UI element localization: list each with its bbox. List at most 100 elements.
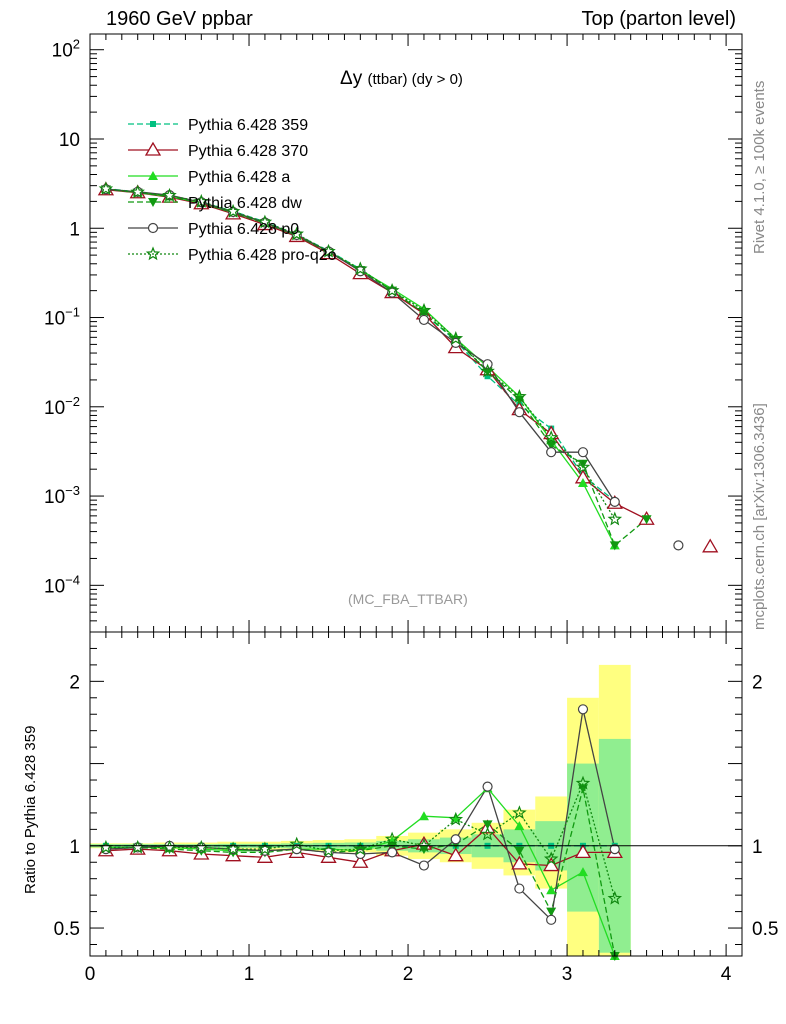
x-tick-label: 4 xyxy=(721,964,732,985)
y-tick-label: 10−4 xyxy=(44,572,80,597)
ratio-y-tick-label-right: 0.5 xyxy=(752,919,778,940)
data-point xyxy=(575,459,591,474)
data-point xyxy=(418,860,430,871)
data-point xyxy=(144,141,162,156)
data-point xyxy=(514,846,525,856)
series-3-main-line xyxy=(105,188,648,547)
data-point xyxy=(384,831,400,846)
legend-label: Pythia 6.428 370 xyxy=(188,143,308,160)
plot-title: Δy (ttbar) (dy > 0) xyxy=(340,68,463,90)
data-point xyxy=(416,838,432,853)
legend-label: Pythia 6.428 359 xyxy=(188,117,308,134)
process-label: Top (parton level) xyxy=(581,8,736,30)
data-point xyxy=(607,890,623,905)
axis-ticks: 0 1 2 3 4 10−4 10−3 10−2 10−1 1 10 102 0.5 0.5 1 1 2 2 xyxy=(44,34,778,985)
ratio-y-tick-label: 2 xyxy=(69,672,80,693)
legend: Pythia 6.428 359 Pythia 6.428 370 Pythia 6… xyxy=(128,117,337,264)
data-point xyxy=(194,193,209,208)
data-point xyxy=(289,836,304,851)
y-tick-label: 10−1 xyxy=(44,305,80,330)
data-point xyxy=(225,841,241,856)
ratio-axis-label: Ratio to Pythia 6.428 359 xyxy=(22,725,39,894)
data-point xyxy=(577,704,589,715)
ratio-y-tick-label-right: 1 xyxy=(752,837,763,858)
plot-title-main: Δy xyxy=(340,68,363,89)
mcplots-label: mcplots.cern.ch [arXiv:1306.3436] xyxy=(751,403,768,630)
data-point xyxy=(673,540,684,551)
series-0-main-line xyxy=(105,187,616,502)
data-point xyxy=(355,848,366,860)
plot-frames xyxy=(89,33,743,957)
series-5-ratio-line xyxy=(105,781,616,899)
data-point xyxy=(514,407,525,418)
data-point xyxy=(448,330,464,345)
analysis-tag: (MC_FBA_TTBAR) xyxy=(348,591,468,607)
data-point xyxy=(609,541,620,551)
data-point xyxy=(546,885,557,895)
data-point xyxy=(546,441,557,451)
data-point xyxy=(702,538,719,553)
legend-label: Pythia 6.428 dw xyxy=(188,195,302,212)
data-point xyxy=(162,187,177,202)
data-point xyxy=(543,430,559,444)
data-point xyxy=(321,243,336,258)
data-point xyxy=(147,222,159,234)
legend-label: Pythia 6.428 pro-q2o xyxy=(188,247,337,264)
series-markers xyxy=(97,181,719,961)
ratio-y-tick-label-right: 2 xyxy=(752,672,763,693)
data-point xyxy=(577,478,588,488)
data-point xyxy=(130,184,145,199)
x-tick-label: 0 xyxy=(85,964,96,985)
y-tick-label: 10−3 xyxy=(44,483,80,508)
data-point xyxy=(514,821,525,831)
data-point xyxy=(609,843,620,855)
legend-label: Pythia 6.428 a xyxy=(188,169,290,186)
data-point xyxy=(353,841,368,856)
data-point xyxy=(480,826,495,841)
data-point xyxy=(543,851,559,866)
data-point xyxy=(225,203,241,218)
data-point xyxy=(511,855,528,870)
data-point xyxy=(543,857,560,872)
energy-label: 1960 GeV ppbar xyxy=(106,8,253,30)
ratio-y-tick-label: 0.5 xyxy=(54,919,80,940)
series-1-main-line xyxy=(105,189,647,520)
y-tick-label: 10−2 xyxy=(44,394,80,419)
data-point xyxy=(482,781,493,792)
series-4-main-line xyxy=(105,188,616,503)
data-point xyxy=(480,363,495,378)
ratio-y-tick-label: 1 xyxy=(69,837,80,858)
plot-title-suffix: (ttbar) (dy > 0) xyxy=(367,71,463,88)
data-point xyxy=(514,883,525,894)
data-point xyxy=(145,246,161,261)
data-point xyxy=(416,302,432,317)
data-point xyxy=(150,121,156,127)
data-point xyxy=(546,447,557,458)
y-tick-label: 10 xyxy=(59,130,80,151)
data-point xyxy=(512,805,527,820)
y-tick-label: 1 xyxy=(69,219,80,240)
data-point xyxy=(577,459,588,469)
data-point xyxy=(575,775,591,790)
data-point xyxy=(641,515,652,525)
ratio-plot-frame xyxy=(89,631,743,957)
data-point xyxy=(418,314,430,326)
data-point xyxy=(512,388,527,403)
data-point xyxy=(289,226,304,241)
data-point xyxy=(148,171,158,180)
data-point xyxy=(418,811,429,821)
legend-label: Pythia 6.428 p0 xyxy=(188,221,299,238)
data-point xyxy=(384,282,400,297)
data-point xyxy=(98,181,114,196)
y-tick-label: 102 xyxy=(52,37,80,62)
data-point xyxy=(607,511,623,526)
data-point xyxy=(450,834,461,845)
data-point xyxy=(257,841,273,856)
data-point xyxy=(577,867,588,877)
data-point xyxy=(482,820,493,830)
data-point xyxy=(546,907,557,917)
data-point xyxy=(577,447,589,458)
data-point xyxy=(321,843,336,857)
series-2-main-line xyxy=(105,188,616,546)
